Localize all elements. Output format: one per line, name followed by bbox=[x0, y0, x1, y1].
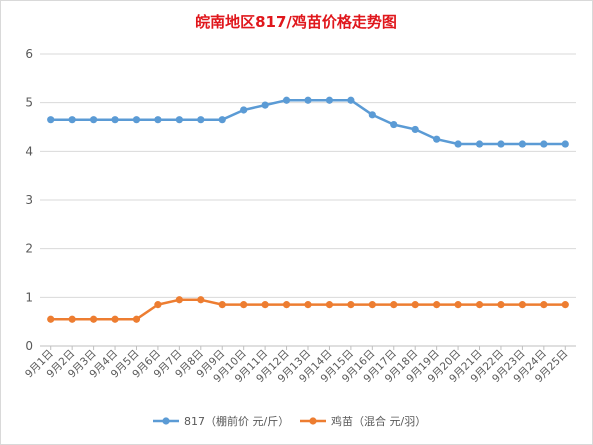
data-point-series-1 bbox=[518, 140, 527, 148]
data-point-series-2 bbox=[240, 301, 248, 309]
data-point-series-2 bbox=[454, 301, 462, 309]
x-axis: 9月1日9月2日9月3日9月4日9月5日9月6日9月7日9月8日9月9日9月10… bbox=[23, 346, 570, 385]
data-point-series-1 bbox=[368, 111, 376, 119]
data-point-series-2 bbox=[111, 315, 119, 323]
data-point-series-1 bbox=[261, 101, 269, 109]
data-point-series-2 bbox=[175, 296, 183, 304]
data-point-series-1 bbox=[390, 120, 398, 129]
data-point-series-2 bbox=[561, 301, 569, 309]
data-point-series-2 bbox=[197, 296, 205, 304]
data-point-series-1 bbox=[304, 96, 312, 104]
data-point-series-1 bbox=[132, 116, 141, 124]
y-tick-label: 0 bbox=[25, 339, 33, 353]
series-line-1 bbox=[50, 98, 566, 146]
data-point-series-2 bbox=[68, 315, 76, 323]
y-tick-label: 2 bbox=[25, 242, 33, 256]
y-tick-label: 4 bbox=[25, 144, 33, 158]
data-point-series-1 bbox=[47, 116, 55, 124]
data-point-series-1 bbox=[497, 140, 505, 148]
data-point-series-2 bbox=[218, 301, 226, 309]
data-point-series-2 bbox=[47, 315, 55, 323]
data-point-series-1 bbox=[111, 116, 119, 124]
data-point-series-2 bbox=[261, 301, 269, 309]
data-point-series-2 bbox=[90, 315, 98, 323]
y-tick-label: 5 bbox=[25, 96, 33, 110]
data-point-series-1 bbox=[154, 116, 162, 124]
series-group bbox=[47, 96, 569, 323]
data-point-series-2 bbox=[325, 301, 334, 309]
data-point-series-1 bbox=[240, 106, 248, 114]
y-tick-label: 6 bbox=[25, 47, 33, 61]
y-axis-ticks: 0 1 2 3 4 5 6 bbox=[25, 47, 33, 353]
data-point-series-1 bbox=[197, 116, 205, 124]
data-point-series-1 bbox=[475, 140, 484, 148]
data-point-series-1 bbox=[175, 116, 183, 124]
legend-label-1: 817（棚前价 元/斤） bbox=[184, 414, 289, 428]
data-point-series-2 bbox=[390, 301, 398, 309]
data-point-series-2 bbox=[282, 301, 291, 309]
data-point-series-1 bbox=[218, 116, 226, 124]
data-point-series-1 bbox=[68, 116, 76, 124]
data-point-series-1 bbox=[454, 140, 462, 148]
data-point-series-2 bbox=[540, 301, 548, 309]
legend-marker-2 bbox=[309, 417, 317, 425]
data-point-series-2 bbox=[497, 301, 505, 309]
data-point-series-1 bbox=[347, 96, 355, 104]
data-point-series-1 bbox=[561, 140, 569, 148]
data-point-series-2 bbox=[368, 301, 376, 309]
data-point-series-1 bbox=[90, 116, 98, 124]
data-point-series-2 bbox=[132, 315, 141, 323]
data-point-series-1 bbox=[325, 96, 334, 104]
data-point-series-2 bbox=[475, 301, 484, 309]
data-point-series-1 bbox=[282, 96, 291, 104]
data-point-series-1 bbox=[540, 140, 548, 148]
data-point-series-2 bbox=[518, 301, 527, 309]
data-point-series-2 bbox=[433, 301, 441, 309]
legend-marker-1 bbox=[162, 417, 170, 425]
data-point-series-2 bbox=[154, 301, 162, 309]
legend: 817（棚前价 元/斤） 鸡苗（混合 元/羽） bbox=[153, 414, 426, 428]
data-point-series-1 bbox=[411, 125, 419, 134]
y-tick-label: 3 bbox=[25, 193, 33, 207]
data-point-series-2 bbox=[411, 301, 419, 309]
legend-label-2: 鸡苗（混合 元/羽） bbox=[331, 414, 426, 428]
data-point-series-1 bbox=[433, 135, 441, 143]
data-point-series-2 bbox=[347, 301, 355, 309]
chart-title: 皖南地区817/鸡苗价格走势图 bbox=[195, 13, 397, 31]
y-tick-label: 1 bbox=[25, 290, 33, 304]
data-point-series-2 bbox=[304, 301, 312, 309]
